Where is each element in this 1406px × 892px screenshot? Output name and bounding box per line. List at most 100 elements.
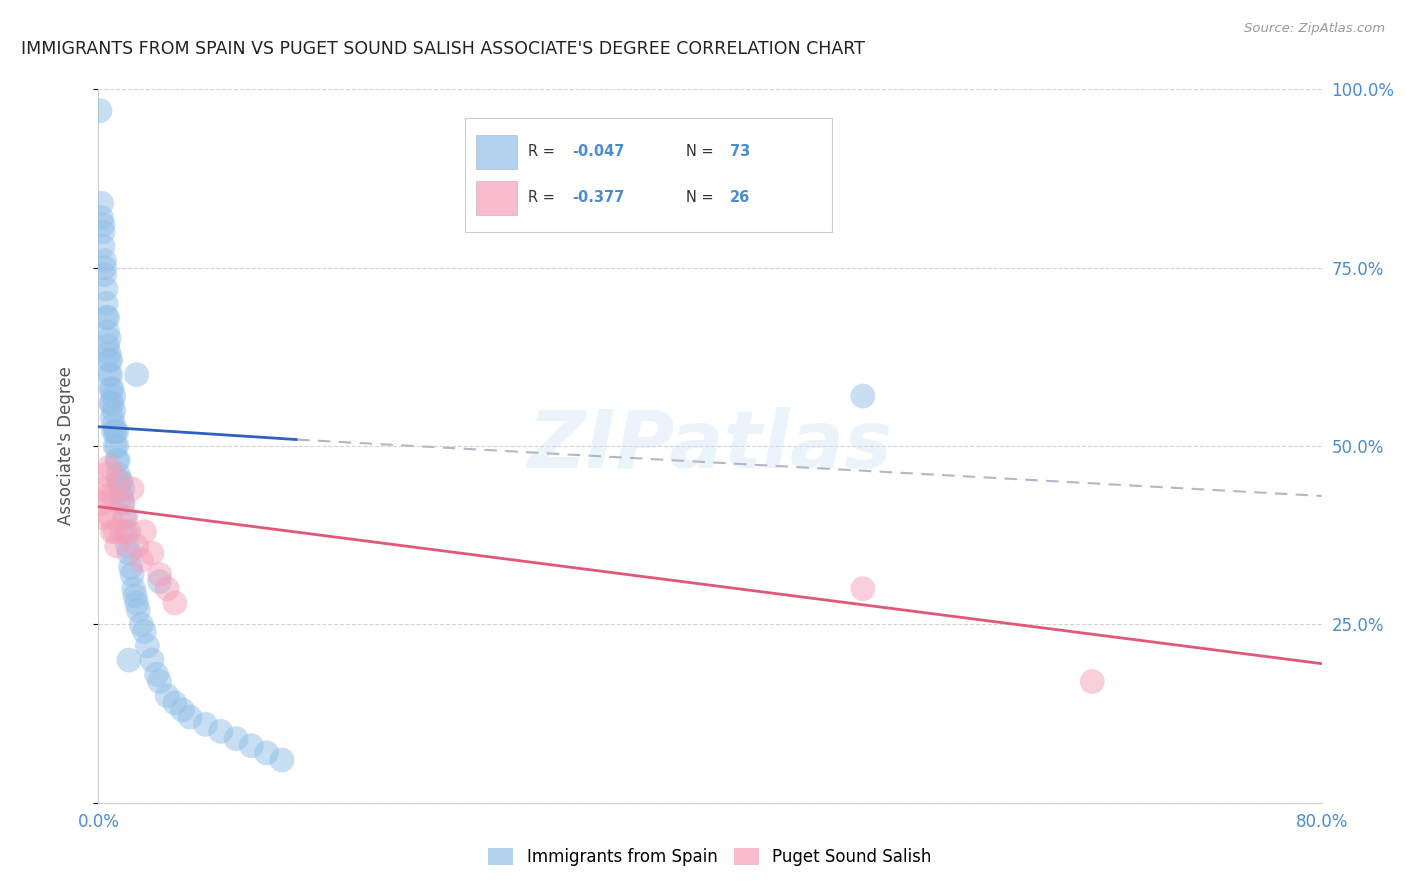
Point xyxy=(105,539,128,553)
Point xyxy=(122,582,145,596)
Point xyxy=(149,574,172,589)
Point xyxy=(129,617,152,632)
Point xyxy=(101,396,124,410)
Point xyxy=(98,353,121,368)
Point xyxy=(111,496,134,510)
Point xyxy=(103,403,125,417)
Point xyxy=(194,717,217,731)
Point xyxy=(852,582,875,596)
Point xyxy=(97,339,120,353)
Point xyxy=(516,189,538,203)
Point xyxy=(117,539,139,553)
Point xyxy=(156,689,179,703)
Point xyxy=(118,653,141,667)
Point xyxy=(118,546,141,560)
Point xyxy=(94,296,117,310)
Point xyxy=(103,425,125,439)
Point xyxy=(105,453,128,467)
Point xyxy=(100,353,122,368)
Point xyxy=(107,453,129,467)
Point xyxy=(97,310,120,325)
Point xyxy=(115,510,138,524)
Point xyxy=(172,703,194,717)
Point xyxy=(93,482,115,496)
Point xyxy=(93,260,115,275)
Text: ZIPatlas: ZIPatlas xyxy=(527,407,893,485)
Y-axis label: Associate's Degree: Associate's Degree xyxy=(56,367,75,525)
Point xyxy=(852,389,875,403)
Point xyxy=(149,674,172,689)
Point xyxy=(93,253,115,268)
Text: IMMIGRANTS FROM SPAIN VS PUGET SOUND SALISH ASSOCIATE'S DEGREE CORRELATION CHART: IMMIGRANTS FROM SPAIN VS PUGET SOUND SAL… xyxy=(21,40,865,58)
Point xyxy=(136,639,159,653)
Point xyxy=(100,510,122,524)
Point xyxy=(240,739,263,753)
Point xyxy=(145,667,167,681)
Point xyxy=(129,553,152,567)
Point xyxy=(179,710,201,724)
Point xyxy=(104,439,127,453)
Point xyxy=(97,489,120,503)
Point xyxy=(98,460,121,475)
Point xyxy=(111,482,134,496)
Point xyxy=(103,489,125,503)
Point xyxy=(121,567,143,582)
Point xyxy=(124,589,146,603)
Point xyxy=(107,467,129,482)
Point xyxy=(163,696,186,710)
Point xyxy=(149,567,172,582)
Point xyxy=(115,524,138,539)
Point xyxy=(100,396,122,410)
Point xyxy=(103,417,125,432)
Point xyxy=(125,539,148,553)
Point xyxy=(91,225,114,239)
Point xyxy=(1081,674,1104,689)
Point xyxy=(94,310,117,325)
Point xyxy=(107,475,129,489)
Point xyxy=(110,489,132,503)
Point xyxy=(101,524,124,539)
Point xyxy=(110,524,132,539)
Point xyxy=(91,510,114,524)
Point xyxy=(270,753,292,767)
Point xyxy=(98,368,121,382)
Point xyxy=(120,560,142,574)
Point xyxy=(94,282,117,296)
Point xyxy=(93,268,115,282)
Point xyxy=(104,425,127,439)
Point xyxy=(112,510,135,524)
Point xyxy=(141,546,163,560)
Text: Source: ZipAtlas.com: Source: ZipAtlas.com xyxy=(1244,22,1385,36)
Point xyxy=(108,475,131,489)
Point xyxy=(105,425,128,439)
Point xyxy=(101,382,124,396)
Point xyxy=(89,103,111,118)
Point xyxy=(103,389,125,403)
Point xyxy=(98,332,121,346)
Point xyxy=(94,467,117,482)
Point xyxy=(100,382,122,396)
Point xyxy=(163,596,186,610)
Point xyxy=(256,746,278,760)
Point xyxy=(110,475,132,489)
Point xyxy=(98,346,121,360)
Point xyxy=(90,211,112,225)
Point xyxy=(209,724,232,739)
Point xyxy=(125,596,148,610)
Point xyxy=(118,524,141,539)
Point xyxy=(104,524,127,539)
Point xyxy=(156,582,179,596)
Point xyxy=(127,603,149,617)
Point xyxy=(91,218,114,232)
Point xyxy=(134,524,156,539)
Point xyxy=(141,653,163,667)
Point xyxy=(100,368,122,382)
Point xyxy=(97,325,120,339)
Point xyxy=(121,482,143,496)
Point xyxy=(134,624,156,639)
Point xyxy=(90,496,112,510)
Point xyxy=(90,196,112,211)
Point xyxy=(101,410,124,425)
Legend: Immigrants from Spain, Puget Sound Salish: Immigrants from Spain, Puget Sound Salis… xyxy=(482,841,938,873)
Point xyxy=(111,496,134,510)
